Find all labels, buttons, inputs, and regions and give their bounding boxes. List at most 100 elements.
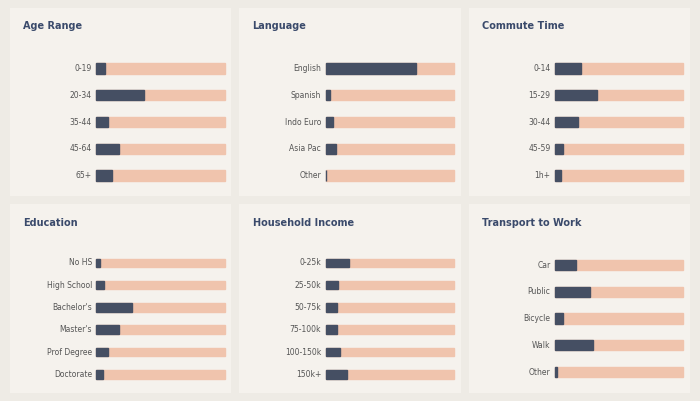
Bar <box>555 340 594 350</box>
Bar <box>97 144 225 154</box>
Text: Spanish: Spanish <box>291 91 321 100</box>
Bar <box>326 370 454 379</box>
Text: 35-44: 35-44 <box>69 117 92 127</box>
Text: Asia Pac: Asia Pac <box>290 144 321 153</box>
Text: Indo Euro: Indo Euro <box>285 117 321 127</box>
Bar <box>97 281 225 290</box>
Bar <box>326 117 454 127</box>
Text: Commute Time: Commute Time <box>482 21 564 31</box>
Bar <box>97 348 225 356</box>
Bar <box>555 260 575 270</box>
Bar <box>97 170 112 181</box>
Text: Bicycle: Bicycle <box>524 314 551 323</box>
Text: 25-50k: 25-50k <box>295 281 321 290</box>
Bar <box>97 90 144 100</box>
Text: 65+: 65+ <box>76 171 92 180</box>
Bar <box>555 144 683 154</box>
Bar <box>555 63 581 74</box>
Text: Age Range: Age Range <box>23 21 83 31</box>
Bar <box>555 63 683 74</box>
Text: 15-29: 15-29 <box>528 91 551 100</box>
Text: 1h+: 1h+ <box>535 171 551 180</box>
Text: 100-150k: 100-150k <box>285 348 321 356</box>
Bar <box>326 303 337 312</box>
Text: High School: High School <box>46 281 92 290</box>
Bar <box>555 340 683 350</box>
Bar <box>555 170 561 181</box>
Text: 45-59: 45-59 <box>528 144 551 153</box>
Bar <box>555 144 563 154</box>
Text: 150k+: 150k+ <box>296 370 321 379</box>
Bar <box>326 63 454 74</box>
Bar <box>97 259 100 267</box>
Bar <box>326 348 454 356</box>
Bar <box>326 144 454 154</box>
Bar <box>555 287 589 297</box>
Text: Doctorate: Doctorate <box>54 370 92 379</box>
Bar <box>555 367 683 377</box>
Text: Public: Public <box>528 287 551 296</box>
Text: Household Income: Household Income <box>253 218 354 228</box>
Text: 0-25k: 0-25k <box>300 258 321 267</box>
Bar <box>555 367 557 377</box>
Bar <box>326 281 339 290</box>
Bar <box>326 370 347 379</box>
Text: Master's: Master's <box>60 325 92 334</box>
Bar <box>555 314 683 324</box>
Bar <box>97 90 225 100</box>
Bar <box>555 314 563 324</box>
Bar <box>97 303 132 312</box>
Bar <box>97 144 120 154</box>
Bar <box>326 90 454 100</box>
Bar <box>97 117 225 127</box>
Text: Other: Other <box>300 171 321 180</box>
Bar <box>326 348 340 356</box>
Text: Car: Car <box>538 261 551 269</box>
Bar <box>97 281 104 290</box>
Text: Other: Other <box>528 368 551 377</box>
Text: 45-64: 45-64 <box>69 144 92 153</box>
Text: No HS: No HS <box>69 258 92 267</box>
Bar <box>326 303 454 312</box>
Text: Walk: Walk <box>532 341 551 350</box>
Bar <box>555 260 683 270</box>
Bar <box>97 326 120 334</box>
Text: 20-34: 20-34 <box>70 91 92 100</box>
Text: 75-100k: 75-100k <box>290 325 321 334</box>
Bar <box>326 117 333 127</box>
Text: Language: Language <box>253 21 307 31</box>
Bar <box>555 170 683 181</box>
Text: English: English <box>293 64 321 73</box>
Text: Prof Degree: Prof Degree <box>47 348 92 356</box>
Bar <box>555 287 683 297</box>
Text: Transport to Work: Transport to Work <box>482 218 582 228</box>
Bar <box>326 326 454 334</box>
Text: 50-75k: 50-75k <box>295 303 321 312</box>
Text: Education: Education <box>23 218 78 228</box>
Text: 0-19: 0-19 <box>75 64 92 73</box>
Bar <box>326 144 336 154</box>
Bar <box>97 303 225 312</box>
Bar <box>555 90 683 100</box>
Bar <box>326 170 454 181</box>
Bar <box>555 117 578 127</box>
Bar <box>97 370 103 379</box>
Bar <box>326 259 349 267</box>
Bar <box>97 259 225 267</box>
Bar <box>326 281 454 290</box>
Bar <box>97 348 108 356</box>
Bar <box>326 90 330 100</box>
Bar <box>555 117 683 127</box>
Bar <box>97 170 225 181</box>
Bar <box>97 63 225 74</box>
Bar <box>326 259 454 267</box>
Bar <box>97 370 225 379</box>
Bar <box>555 90 597 100</box>
Bar <box>97 63 105 74</box>
Bar <box>326 63 416 74</box>
Bar <box>326 326 337 334</box>
Bar <box>97 117 108 127</box>
Text: 0-14: 0-14 <box>533 64 551 73</box>
Bar <box>97 326 225 334</box>
Text: 30-44: 30-44 <box>528 117 551 127</box>
